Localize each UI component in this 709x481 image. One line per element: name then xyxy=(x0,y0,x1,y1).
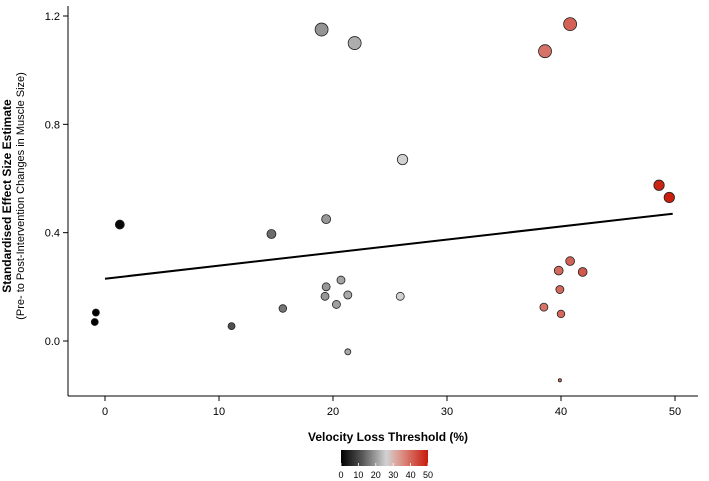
data-point xyxy=(266,229,277,239)
data-point xyxy=(577,267,588,277)
x-tick-label: 30 xyxy=(441,406,453,418)
x-tick-label: 20 xyxy=(327,406,339,418)
y-axis-title: Standardised Effect Size Estimate xyxy=(0,99,14,293)
data-point xyxy=(556,309,566,319)
data-point xyxy=(91,308,100,317)
data-point xyxy=(396,153,409,166)
legend-color-bar xyxy=(341,450,428,466)
data-point xyxy=(227,322,236,331)
x-tick-label: 40 xyxy=(555,406,567,418)
data-point xyxy=(321,282,331,292)
data-point xyxy=(344,348,352,356)
data-point xyxy=(539,302,549,312)
x-tick-label: 0 xyxy=(102,406,108,418)
points-group xyxy=(90,17,675,383)
data-point xyxy=(563,17,578,32)
y-tick-label: 0.0 xyxy=(45,336,60,348)
data-point xyxy=(663,191,675,204)
tick-group: 0 10 20 30 40 50 0.0 0.4 0.8 1.2 xyxy=(45,11,681,418)
regression-line-group xyxy=(104,212,673,280)
data-point xyxy=(395,291,405,301)
data-point xyxy=(314,22,329,37)
legend-tick-label: 0 xyxy=(338,470,343,480)
data-point xyxy=(321,214,332,225)
y-tick-label: 0.4 xyxy=(45,228,60,240)
data-point xyxy=(538,44,552,59)
axes xyxy=(67,6,698,397)
legend-tick-label: 10 xyxy=(353,470,363,480)
y-tick-label: 0.8 xyxy=(45,119,60,131)
regression-line xyxy=(104,212,673,280)
data-point xyxy=(343,290,353,300)
legend-tick-label: 30 xyxy=(388,470,398,480)
y-tick-label: 1.2 xyxy=(45,11,60,23)
y-axis-subtitle: (Pre- to Post-Intervention Changes in Mu… xyxy=(15,72,27,320)
x-tick-label: 50 xyxy=(669,406,681,418)
color-legend: 0 10 20 30 40 50 xyxy=(338,450,433,480)
data-point xyxy=(555,285,565,294)
data-point xyxy=(332,300,341,309)
data-point xyxy=(278,304,288,313)
data-point xyxy=(565,256,575,266)
data-point xyxy=(114,219,125,230)
data-point xyxy=(320,291,330,301)
data-point xyxy=(347,36,362,50)
x-tick-label: 10 xyxy=(213,406,225,418)
data-point xyxy=(90,318,99,326)
data-point xyxy=(336,275,346,285)
data-point xyxy=(653,179,665,191)
legend-tick-label: 50 xyxy=(423,470,433,480)
data-point xyxy=(553,265,564,276)
data-point xyxy=(557,378,562,383)
legend-tick-label: 20 xyxy=(371,470,381,480)
x-axis-title: Velocity Loss Threshold (%) xyxy=(308,430,468,444)
legend-tick-label: 40 xyxy=(406,470,416,480)
